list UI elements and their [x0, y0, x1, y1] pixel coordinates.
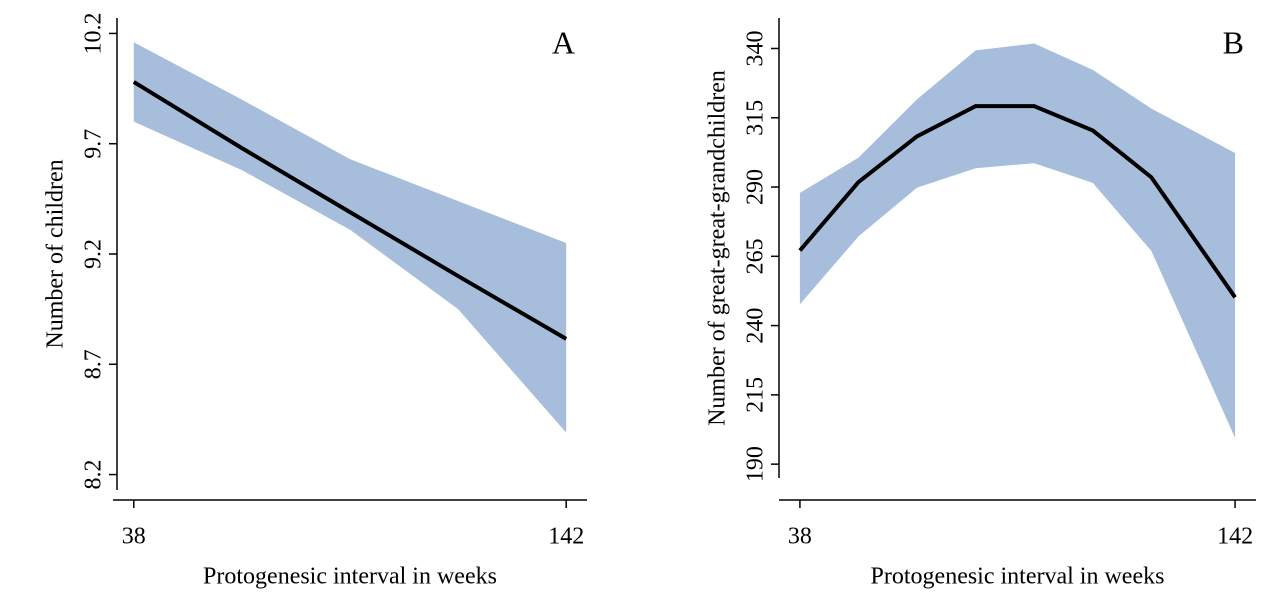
fit-line — [132, 80, 568, 341]
y-tick-label: 9.7 — [81, 129, 107, 159]
panel-label: B — [1223, 24, 1244, 60]
y-tick-label: 8.7 — [81, 349, 107, 379]
y-tick-label: 290 — [743, 169, 769, 205]
y-tick-label: 10.2 — [81, 12, 107, 54]
confidence-band — [799, 43, 1236, 438]
y-tick-label: 9.2 — [81, 239, 107, 269]
x-axis-label: Protogenesic interval in weeks — [203, 564, 497, 590]
x-tick-label: 38 — [122, 524, 146, 550]
y-tick-label: 215 — [743, 377, 769, 413]
y-tick-label: 265 — [743, 238, 769, 274]
y-tick-label: 190 — [743, 446, 769, 482]
x-tick-label: 142 — [1217, 524, 1253, 550]
x-tick-label: 38 — [788, 524, 812, 550]
fit-line — [798, 104, 1237, 299]
panel-label: A — [552, 24, 575, 60]
y-tick-label: 240 — [743, 308, 769, 344]
y-tick-label: 8.2 — [81, 460, 107, 490]
confidence-band — [133, 42, 567, 433]
y-tick-label: 315 — [743, 100, 769, 136]
y-tick-label: 340 — [743, 30, 769, 66]
y-axis-label: Number of great-great-grandchildren — [705, 70, 731, 426]
x-axis-label: Protogenesic interval in weeks — [871, 564, 1165, 590]
x-tick-label: 142 — [548, 524, 584, 550]
y-axis-label: Number of children — [43, 159, 69, 348]
